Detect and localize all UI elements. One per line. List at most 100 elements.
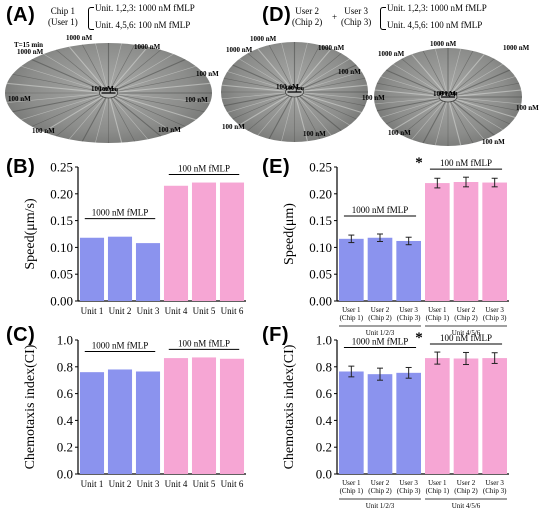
migration-channel — [94, 43, 108, 90]
migration-channel — [374, 98, 443, 120]
conc-label: 100 nM — [388, 129, 411, 137]
x-tick-label: (Chip 1) — [426, 314, 450, 322]
migration-channel — [453, 82, 522, 97]
y-axis-label: Speed(μm) — [282, 203, 297, 265]
panel-label-c: (C) — [6, 324, 36, 346]
x-tick-label: User 3 — [399, 479, 418, 487]
migration-channel — [374, 74, 443, 96]
migration-channel — [251, 42, 293, 90]
annotation-label: 100 nM fMLP — [440, 333, 492, 343]
migration-channel — [450, 48, 491, 95]
chart-b: 0.00 0.05 0.10 0.15 0.20 0.25 Speed(μm/s) Unit … — [23, 160, 246, 316]
conc-label: 1000 nM — [250, 35, 277, 43]
migration-channel — [374, 89, 443, 97]
user2-line2: (Chip 2) — [292, 17, 323, 27]
conc-label: 100 nM — [516, 104, 539, 112]
significance-star: * — [415, 330, 423, 346]
annotation-label: 100 nM fMLP — [178, 338, 230, 348]
migration-channel — [296, 95, 322, 142]
x-tick-label: (Chip 1) — [340, 487, 364, 495]
migration-channel — [299, 93, 368, 125]
x-tick-label: (Chip 3) — [483, 314, 507, 322]
bar — [367, 237, 393, 301]
migration-channel — [251, 95, 293, 142]
y-tick-label: 0.0 — [316, 467, 332, 482]
bar — [396, 372, 421, 474]
migration-channel — [297, 94, 356, 142]
scale-bar-label: 100 μm — [439, 91, 458, 97]
bar — [219, 358, 245, 474]
migration-channel — [405, 48, 446, 95]
migration-channel — [267, 42, 293, 89]
migration-channel — [80, 96, 108, 143]
migration-channel — [452, 99, 522, 142]
migration-channel — [114, 72, 212, 93]
conc-label: 100 nM — [338, 68, 361, 76]
conc-label: 100 nM — [362, 94, 385, 102]
annotation-label: 1000 nM fMLP — [92, 208, 149, 218]
migration-channel — [452, 52, 522, 95]
migration-channel — [5, 82, 103, 93]
migration-channel — [108, 96, 123, 143]
significance-star: * — [415, 155, 423, 171]
x-tick-label: Unit 3 — [137, 479, 160, 489]
migration-channel — [47, 43, 106, 91]
x-tick-label: Unit 2 — [109, 479, 132, 489]
microscopy-channels: 100 μm — [374, 48, 522, 146]
y-tick-label: 0.10 — [309, 240, 332, 255]
y-tick-label: 0.2 — [316, 440, 332, 455]
migration-channel — [111, 95, 170, 143]
migration-channel — [420, 100, 447, 146]
migration-channel — [294, 95, 309, 142]
conc-label: 100 nM — [185, 96, 208, 104]
users-condition-1: Unit. 1,2,3: 1000 nM fMLP — [387, 3, 487, 13]
conc-label: 1000 nM — [430, 40, 457, 48]
migration-channel — [449, 48, 475, 94]
scale-bar-label: 100 μm — [99, 87, 118, 93]
migration-channel — [113, 94, 212, 126]
migration-channel — [47, 95, 106, 143]
bar — [191, 182, 217, 301]
migration-channel — [110, 96, 136, 143]
x-tick-label: (Chip 2) — [368, 314, 392, 322]
conc-label: 100 nM — [91, 85, 114, 93]
x-tick-label: Unit 1 — [81, 306, 104, 316]
y-tick-label: 0.6 — [57, 386, 74, 401]
x-tick-label: (Chip 1) — [426, 487, 450, 495]
y-axis-label: Chemotaxis index(CI) — [23, 344, 38, 469]
migration-channel — [233, 42, 292, 90]
migration-channel — [374, 99, 445, 143]
microscopy-image-chip3: 100 μm — [374, 48, 522, 146]
bar — [396, 240, 421, 301]
bar — [107, 369, 133, 474]
x-tick-label: Unit 3 — [137, 306, 160, 316]
migration-channel — [112, 43, 193, 91]
y-axis-label: Chemotaxis index(CI) — [282, 344, 297, 469]
migration-channel — [5, 61, 104, 92]
users-condition-2: Unit. 4,5,6: 100 nM fMLP — [387, 20, 483, 30]
migration-channel — [81, 43, 107, 90]
migration-channel — [111, 43, 170, 91]
y-tick-label: 0.4 — [316, 413, 333, 428]
x-tick-label: User 1 — [342, 479, 361, 487]
bar — [367, 374, 393, 474]
migration-channel — [405, 100, 446, 146]
panel-label-b: (B) — [6, 156, 36, 178]
migration-channel — [388, 48, 445, 95]
panel-label-f: (F) — [262, 324, 290, 346]
migration-channel — [5, 94, 104, 139]
bar — [425, 358, 450, 474]
migration-channel — [266, 95, 294, 142]
panel-label-e: (E) — [262, 156, 291, 178]
migration-channel — [450, 100, 491, 146]
migration-channel — [448, 48, 462, 94]
migration-channel — [110, 43, 152, 91]
migration-channel — [299, 69, 368, 91]
migration-channel — [114, 93, 212, 104]
migration-channel — [388, 99, 445, 146]
migration-channel — [453, 97, 522, 105]
group-label: Unit 1/2/3 — [366, 329, 395, 337]
migration-channel — [5, 47, 104, 92]
y-tick-label: 0.0 — [57, 467, 73, 482]
